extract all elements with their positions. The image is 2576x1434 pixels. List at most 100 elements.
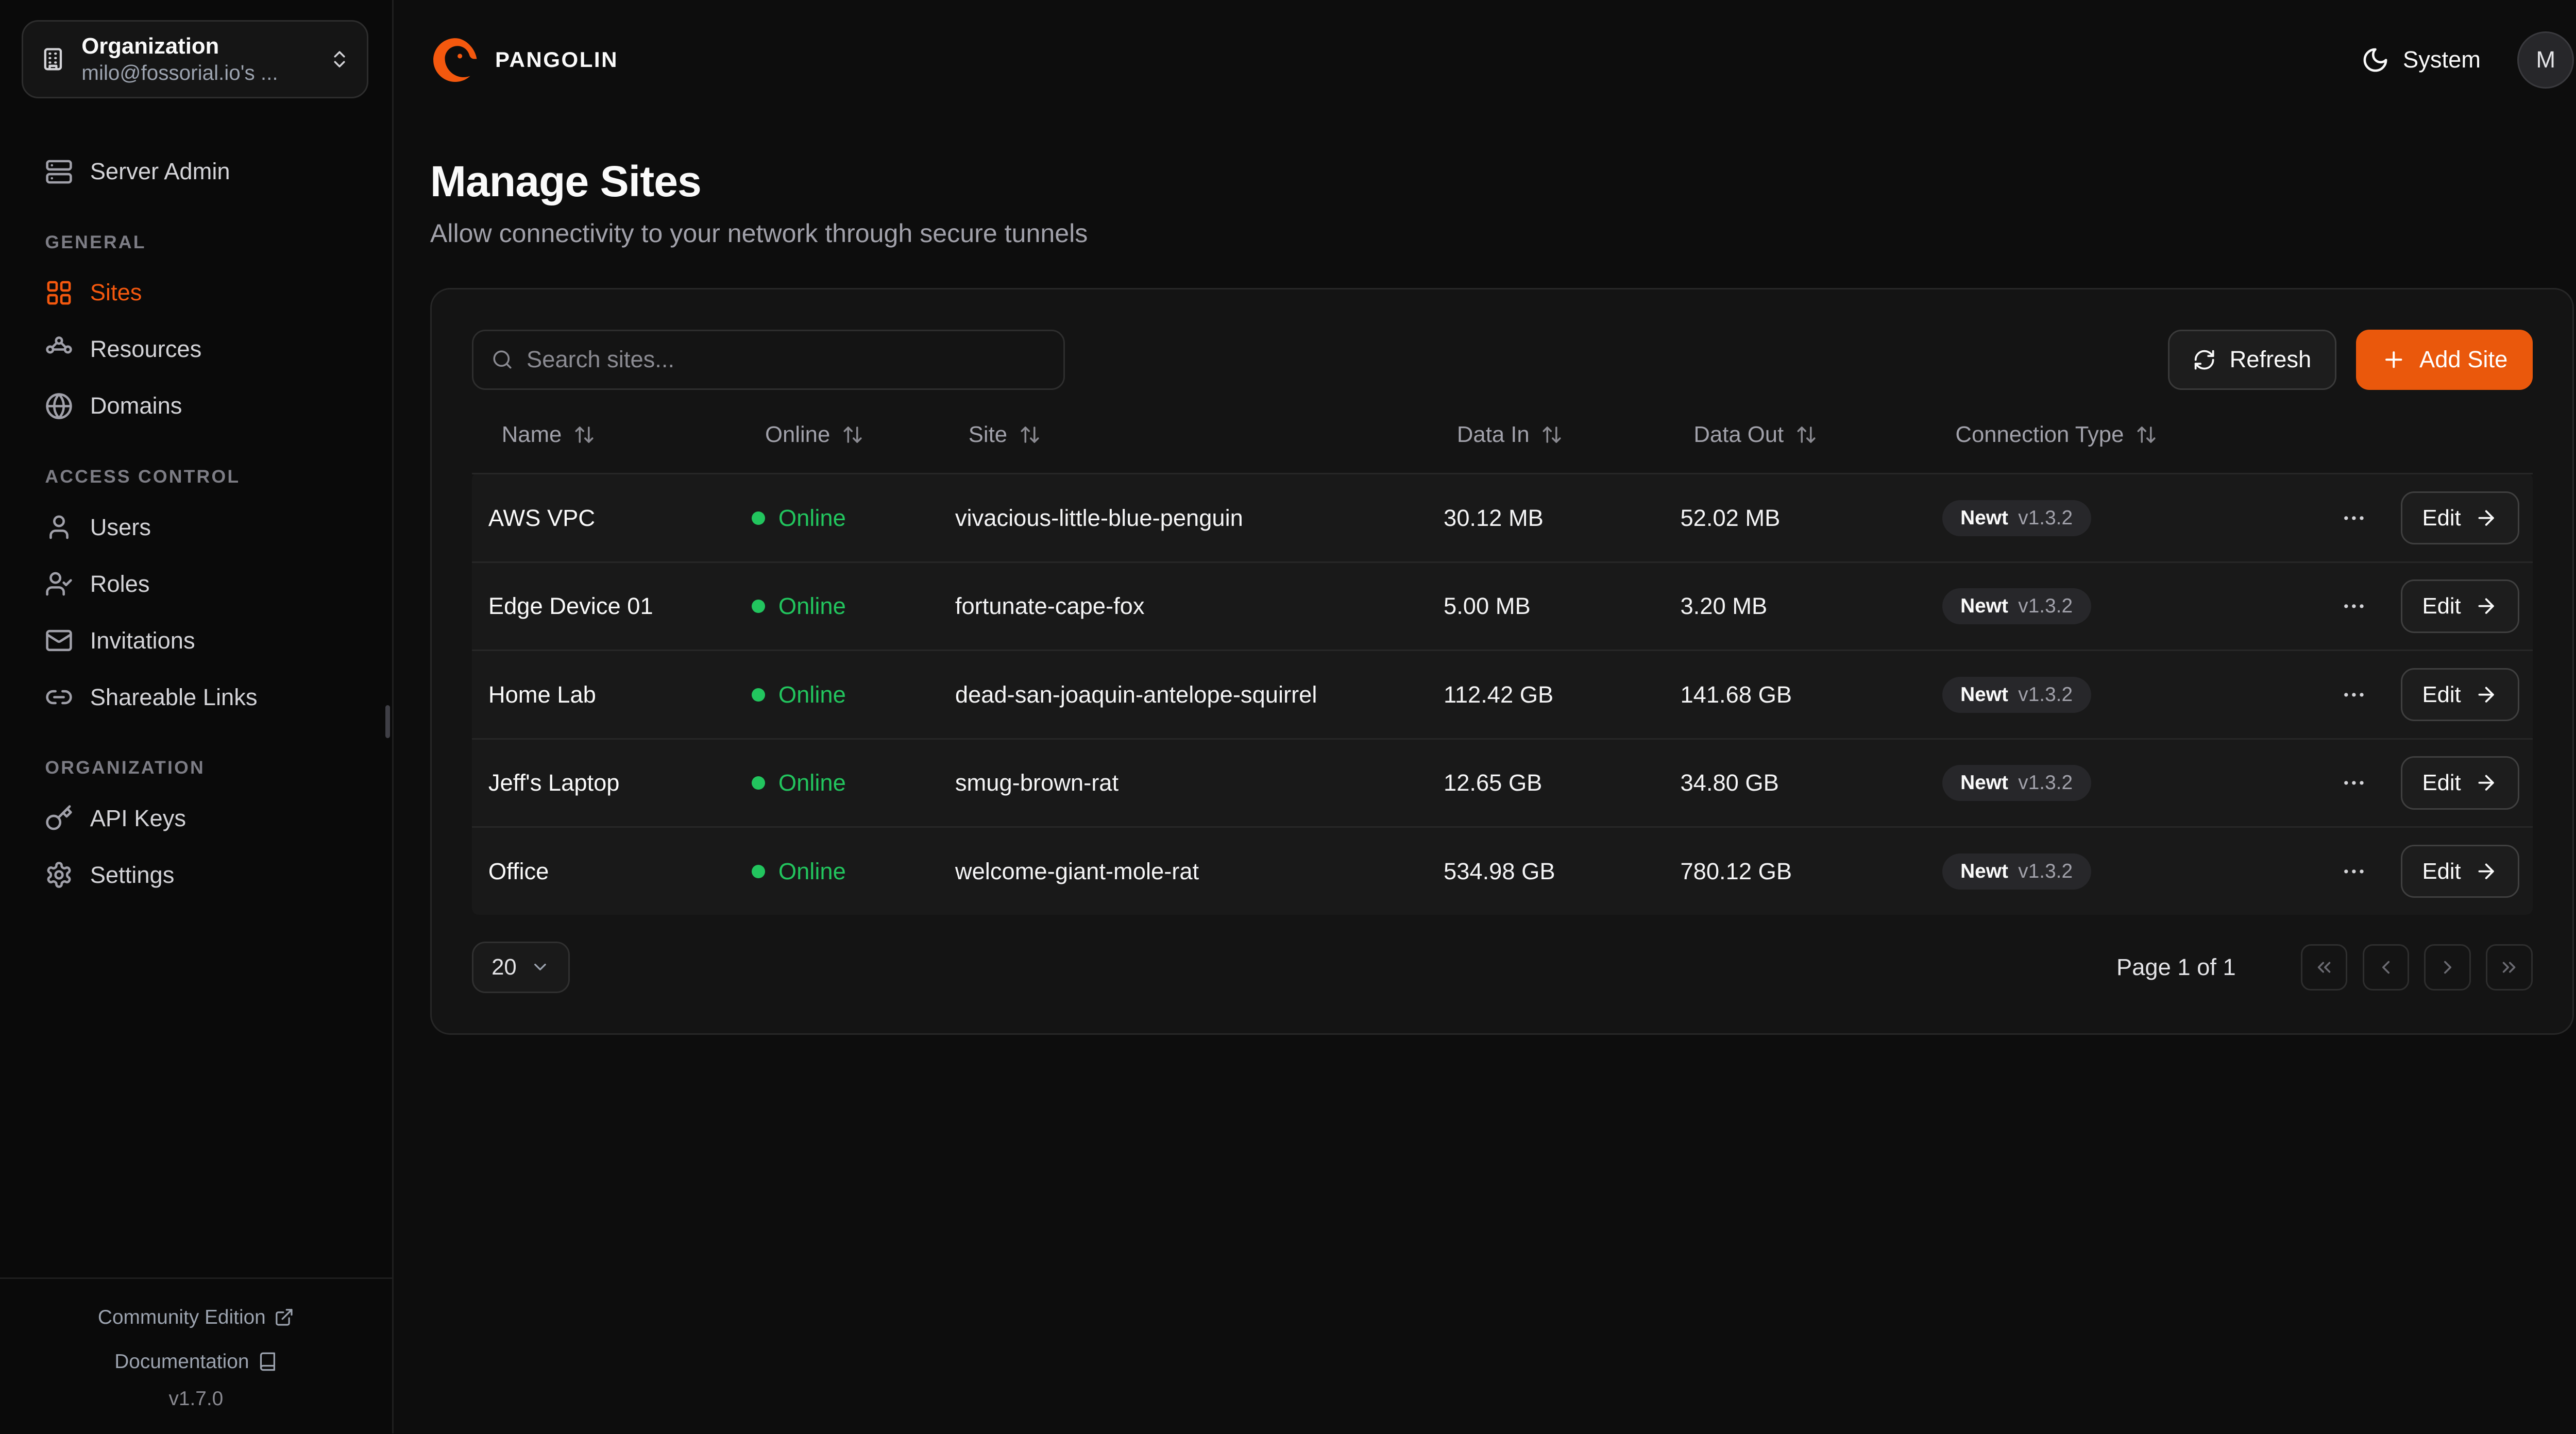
connection-type-cell: Newt v1.3.2 [1925, 676, 2314, 713]
sort-header-data-out[interactable]: Data Out [1664, 422, 1925, 448]
site-name-cell: AWS VPC [488, 504, 596, 531]
table-row: Office Online welcome-giant-mole-rat 534… [471, 826, 2533, 915]
link-icon [45, 683, 73, 711]
ellipsis-icon [2341, 505, 2367, 532]
sort-header-online[interactable]: Online [735, 422, 939, 448]
chevrons-left-icon [2313, 957, 2335, 978]
sort-header-connection-type[interactable]: Connection Type [1925, 422, 2314, 448]
sidebar-nav: Server Admin GENERAL Sites Resources Dom… [0, 98, 392, 1277]
site-name-cell: Office [488, 858, 549, 884]
documentation-link[interactable]: Documentation [114, 1351, 277, 1373]
next-page-button[interactable] [2424, 944, 2471, 991]
connection-badge: Newt v1.3.2 [1942, 588, 2091, 625]
sidebar: Organization milo@fossorial.io's ... Ser… [0, 0, 394, 1433]
search-input[interactable] [527, 346, 1045, 373]
section-heading-organization: ORGANIZATION [45, 757, 205, 778]
sort-header-site[interactable]: Site [939, 422, 1427, 448]
moon-icon [2361, 46, 2389, 74]
online-status-cell: Online [735, 681, 939, 708]
users-icon [45, 513, 73, 541]
edit-button[interactable]: Edit [2400, 844, 2519, 898]
page-info: Page 1 of 1 [2116, 953, 2236, 980]
search-box [471, 330, 1065, 390]
org-title: Organization [81, 33, 219, 59]
table-row: AWS VPC Online vivacious-little-blue-pen… [471, 473, 2533, 561]
data-out-cell: 141.68 GB [1680, 681, 1792, 708]
section-heading-general: GENERAL [45, 231, 146, 252]
sidebar-scrollbar-thumb[interactable] [385, 705, 391, 739]
sidebar-item-sites[interactable]: Sites [20, 266, 372, 320]
connection-type-cell: Newt v1.3.2 [1925, 500, 2314, 536]
plus-icon [2381, 347, 2406, 372]
resources-icon [45, 335, 73, 364]
online-status-cell: Online [735, 858, 939, 885]
community-edition-link[interactable]: Community Edition [98, 1306, 294, 1329]
connection-badge: Newt v1.3.2 [1942, 765, 2091, 801]
site-slug-cell: fortunate-cape-fox [955, 593, 1145, 620]
org-selector[interactable]: Organization milo@fossorial.io's ... [22, 20, 369, 98]
chevrons-up-down-icon [329, 48, 350, 70]
connection-type-cell: Newt v1.3.2 [1925, 853, 2314, 890]
ellipsis-icon [2341, 858, 2367, 885]
data-out-cell: 780.12 GB [1680, 858, 1792, 884]
edit-button[interactable]: Edit [2400, 668, 2519, 722]
online-dot-icon [752, 864, 765, 878]
refresh-button[interactable]: Refresh [2168, 330, 2336, 390]
table-body: AWS VPC Online vivacious-little-blue-pen… [471, 473, 2533, 915]
sidebar-item-server-admin[interactable]: Server Admin [20, 145, 372, 198]
theme-toggle-button[interactable]: System [2361, 46, 2481, 74]
last-page-button[interactable] [2485, 944, 2533, 991]
sites-grid-icon [45, 279, 73, 307]
building-icon [40, 46, 66, 73]
row-menu-button[interactable] [2331, 760, 2378, 807]
edit-button[interactable]: Edit [2400, 756, 2519, 810]
pagination: Page 1 of 1 [2116, 944, 2533, 991]
sidebar-item-users[interactable]: Users [20, 501, 372, 554]
sort-header-name[interactable]: Name [472, 422, 735, 448]
row-menu-button[interactable] [2331, 671, 2378, 718]
row-menu-button[interactable] [2331, 494, 2378, 541]
site-slug-cell: vivacious-little-blue-penguin [955, 504, 1243, 531]
avatar[interactable]: M [2517, 31, 2574, 89]
connection-type-cell: Newt v1.3.2 [1925, 765, 2314, 801]
chevron-down-icon [530, 957, 550, 977]
connection-type-cell: Newt v1.3.2 [1925, 588, 2314, 625]
connection-badge: Newt v1.3.2 [1942, 676, 2091, 713]
sidebar-item-label: Server Admin [90, 158, 230, 185]
row-menu-button[interactable] [2331, 583, 2378, 630]
sort-icon [1541, 424, 1563, 446]
section-heading-access-control: ACCESS CONTROL [45, 466, 241, 487]
data-in-cell: 5.00 MB [1444, 593, 1531, 620]
add-site-button[interactable]: Add Site [2356, 330, 2533, 390]
table-row: Jeff's Laptop Online smug-brown-rat 12.6… [471, 738, 2533, 827]
sidebar-item-api-keys[interactable]: API Keys [20, 792, 372, 845]
previous-page-button[interactable] [2362, 944, 2410, 991]
chevron-right-icon [2437, 957, 2459, 978]
globe-icon [45, 392, 73, 420]
page-size-select[interactable]: 20 [471, 941, 570, 993]
book-icon [258, 1352, 278, 1372]
sidebar-item-resources[interactable]: Resources [20, 323, 372, 377]
gear-icon [45, 861, 73, 889]
table-footer: 20 Page 1 of 1 [471, 941, 2533, 993]
sort-header-data-in[interactable]: Data In [1427, 422, 1664, 448]
data-in-cell: 534.98 GB [1444, 858, 1555, 884]
sidebar-item-shareable-links[interactable]: Shareable Links [20, 671, 372, 724]
server-icon [45, 158, 73, 186]
sidebar-item-roles[interactable]: Roles [20, 557, 372, 611]
site-slug-cell: smug-brown-rat [955, 770, 1119, 796]
first-page-button[interactable] [2300, 944, 2348, 991]
online-dot-icon [752, 600, 765, 613]
sidebar-item-label: Domains [90, 392, 182, 419]
connection-badge: Newt v1.3.2 [1942, 500, 2091, 536]
row-menu-button[interactable] [2331, 848, 2378, 895]
online-status-cell: Online [735, 505, 939, 532]
page-content: Manage Sites Allow connectivity to your … [394, 120, 2576, 1035]
edit-button[interactable]: Edit [2400, 491, 2519, 545]
arrow-right-icon [2475, 683, 2498, 706]
sidebar-item-settings[interactable]: Settings [20, 848, 372, 902]
edit-button[interactable]: Edit [2400, 579, 2519, 633]
sidebar-item-domains[interactable]: Domains [20, 380, 372, 433]
sidebar-item-invitations[interactable]: Invitations [20, 614, 372, 668]
online-status-cell: Online [735, 593, 939, 620]
